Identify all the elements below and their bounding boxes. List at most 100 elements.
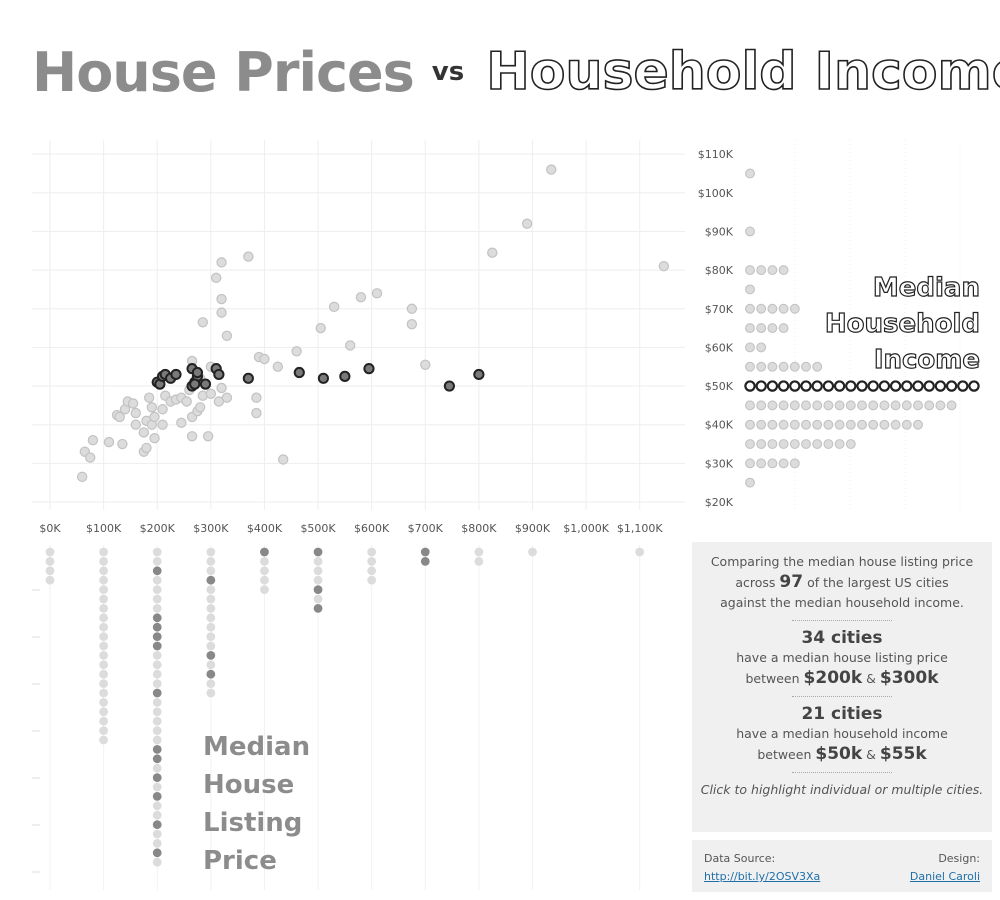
income-dot (857, 400, 867, 411)
house-dot (206, 575, 216, 585)
income-dot (756, 265, 767, 276)
y-tick-label: $20K (705, 496, 734, 509)
design-credit: Design: Daniel Caroli (910, 852, 980, 883)
income-dot (777, 380, 790, 392)
house-dot (152, 754, 162, 764)
income-dot (756, 419, 767, 430)
intro-pre: across (735, 575, 776, 590)
data-source-link[interactable]: http://bit.ly/2OSV3Xa (704, 870, 821, 883)
income-dot (778, 303, 789, 314)
scatter-point (242, 372, 254, 384)
scatter-point (345, 340, 356, 351)
house-dot (313, 585, 323, 594)
stat2-pre: between (757, 747, 812, 762)
house-dot (260, 557, 269, 566)
house-label-line: House (203, 770, 295, 800)
stat2-low: $50k (815, 744, 863, 764)
income-dot (913, 400, 923, 411)
income-dot (789, 303, 800, 314)
scatter-point (149, 433, 160, 444)
stat1-text: have a median house listing price (736, 650, 948, 665)
summary-panel: Comparing the median house listing price… (692, 542, 992, 832)
income-dot (812, 419, 823, 430)
scatter-point (363, 363, 375, 375)
scatter-point (85, 452, 96, 463)
income-dot (845, 439, 856, 449)
x-tick-label: $200K (140, 522, 176, 535)
house-dot (99, 622, 109, 632)
house-dot (99, 726, 109, 735)
house-dot (99, 613, 109, 623)
house-dot (45, 575, 55, 585)
income-dot (913, 419, 923, 430)
scatter-point (114, 411, 125, 423)
income-dot (745, 323, 755, 334)
house-dot (206, 557, 216, 566)
house-dot (99, 641, 109, 651)
scatter-point (521, 218, 533, 229)
house-dot (260, 566, 269, 576)
scatter-point (127, 398, 139, 409)
house-dot (152, 585, 162, 594)
scatter-point (251, 392, 262, 403)
scatter-point (176, 417, 187, 428)
scatter-point (157, 404, 168, 415)
x-tick-label: $600K (354, 522, 390, 535)
instruction-note: Click to highlight individual or multipl… (700, 782, 984, 797)
house-dot (152, 613, 162, 623)
income-dot (789, 419, 800, 430)
house-dot (152, 745, 162, 754)
income-dot (778, 400, 789, 411)
y-tick-label: $80K (705, 264, 734, 277)
house-dot (206, 660, 216, 670)
designer-link[interactable]: Daniel Caroli (909, 870, 980, 883)
scatter-point (243, 251, 254, 262)
city-total: 97 (779, 572, 804, 592)
house-dot (152, 698, 162, 707)
house-dot (152, 594, 162, 604)
house-dot (206, 594, 216, 604)
scatter-point (216, 307, 227, 318)
house-dot (152, 660, 162, 670)
income-dot (755, 380, 767, 392)
income-dot (745, 458, 755, 469)
house-dot (152, 848, 162, 858)
house-dot (99, 698, 109, 707)
intro-line-a: Comparing the median house listing price (710, 554, 974, 569)
income-dot (868, 419, 879, 430)
intro-post: of the largest US cities (807, 575, 949, 590)
scatter-point (210, 272, 222, 284)
x-tick-label: $1,000K (563, 522, 609, 535)
x-tick-label: $1,100K (617, 522, 663, 535)
house-label-line: Price (203, 846, 277, 876)
house-dot (206, 679, 216, 688)
income-dot (890, 400, 901, 411)
stat2-range: between $50k & $55k (692, 744, 992, 765)
income-dot (957, 380, 969, 392)
income-dot (901, 380, 913, 392)
house-dot (45, 566, 55, 576)
income-dot (834, 419, 845, 430)
scatter-point (138, 427, 150, 438)
y-tick-label: $60K (705, 341, 734, 354)
intro-line-c: against the median household income. (720, 595, 964, 610)
scatter-point (259, 353, 270, 365)
income-dot (857, 419, 867, 430)
house-dot (313, 566, 323, 576)
house-dot (152, 641, 162, 651)
income-dot (901, 419, 912, 430)
scatter-point (130, 407, 141, 419)
income-dot (901, 400, 912, 411)
income-dot (745, 342, 755, 353)
title-vs: vs (431, 57, 465, 87)
house-dot (206, 585, 216, 594)
income-dot (778, 458, 789, 469)
house-dot (99, 604, 109, 613)
house-dot (99, 660, 109, 670)
income-dot (834, 400, 845, 411)
house-dot (152, 632, 162, 641)
income-dot (744, 380, 756, 392)
house-dot (152, 839, 162, 848)
income-dot (756, 342, 767, 353)
income-dot (856, 380, 868, 392)
